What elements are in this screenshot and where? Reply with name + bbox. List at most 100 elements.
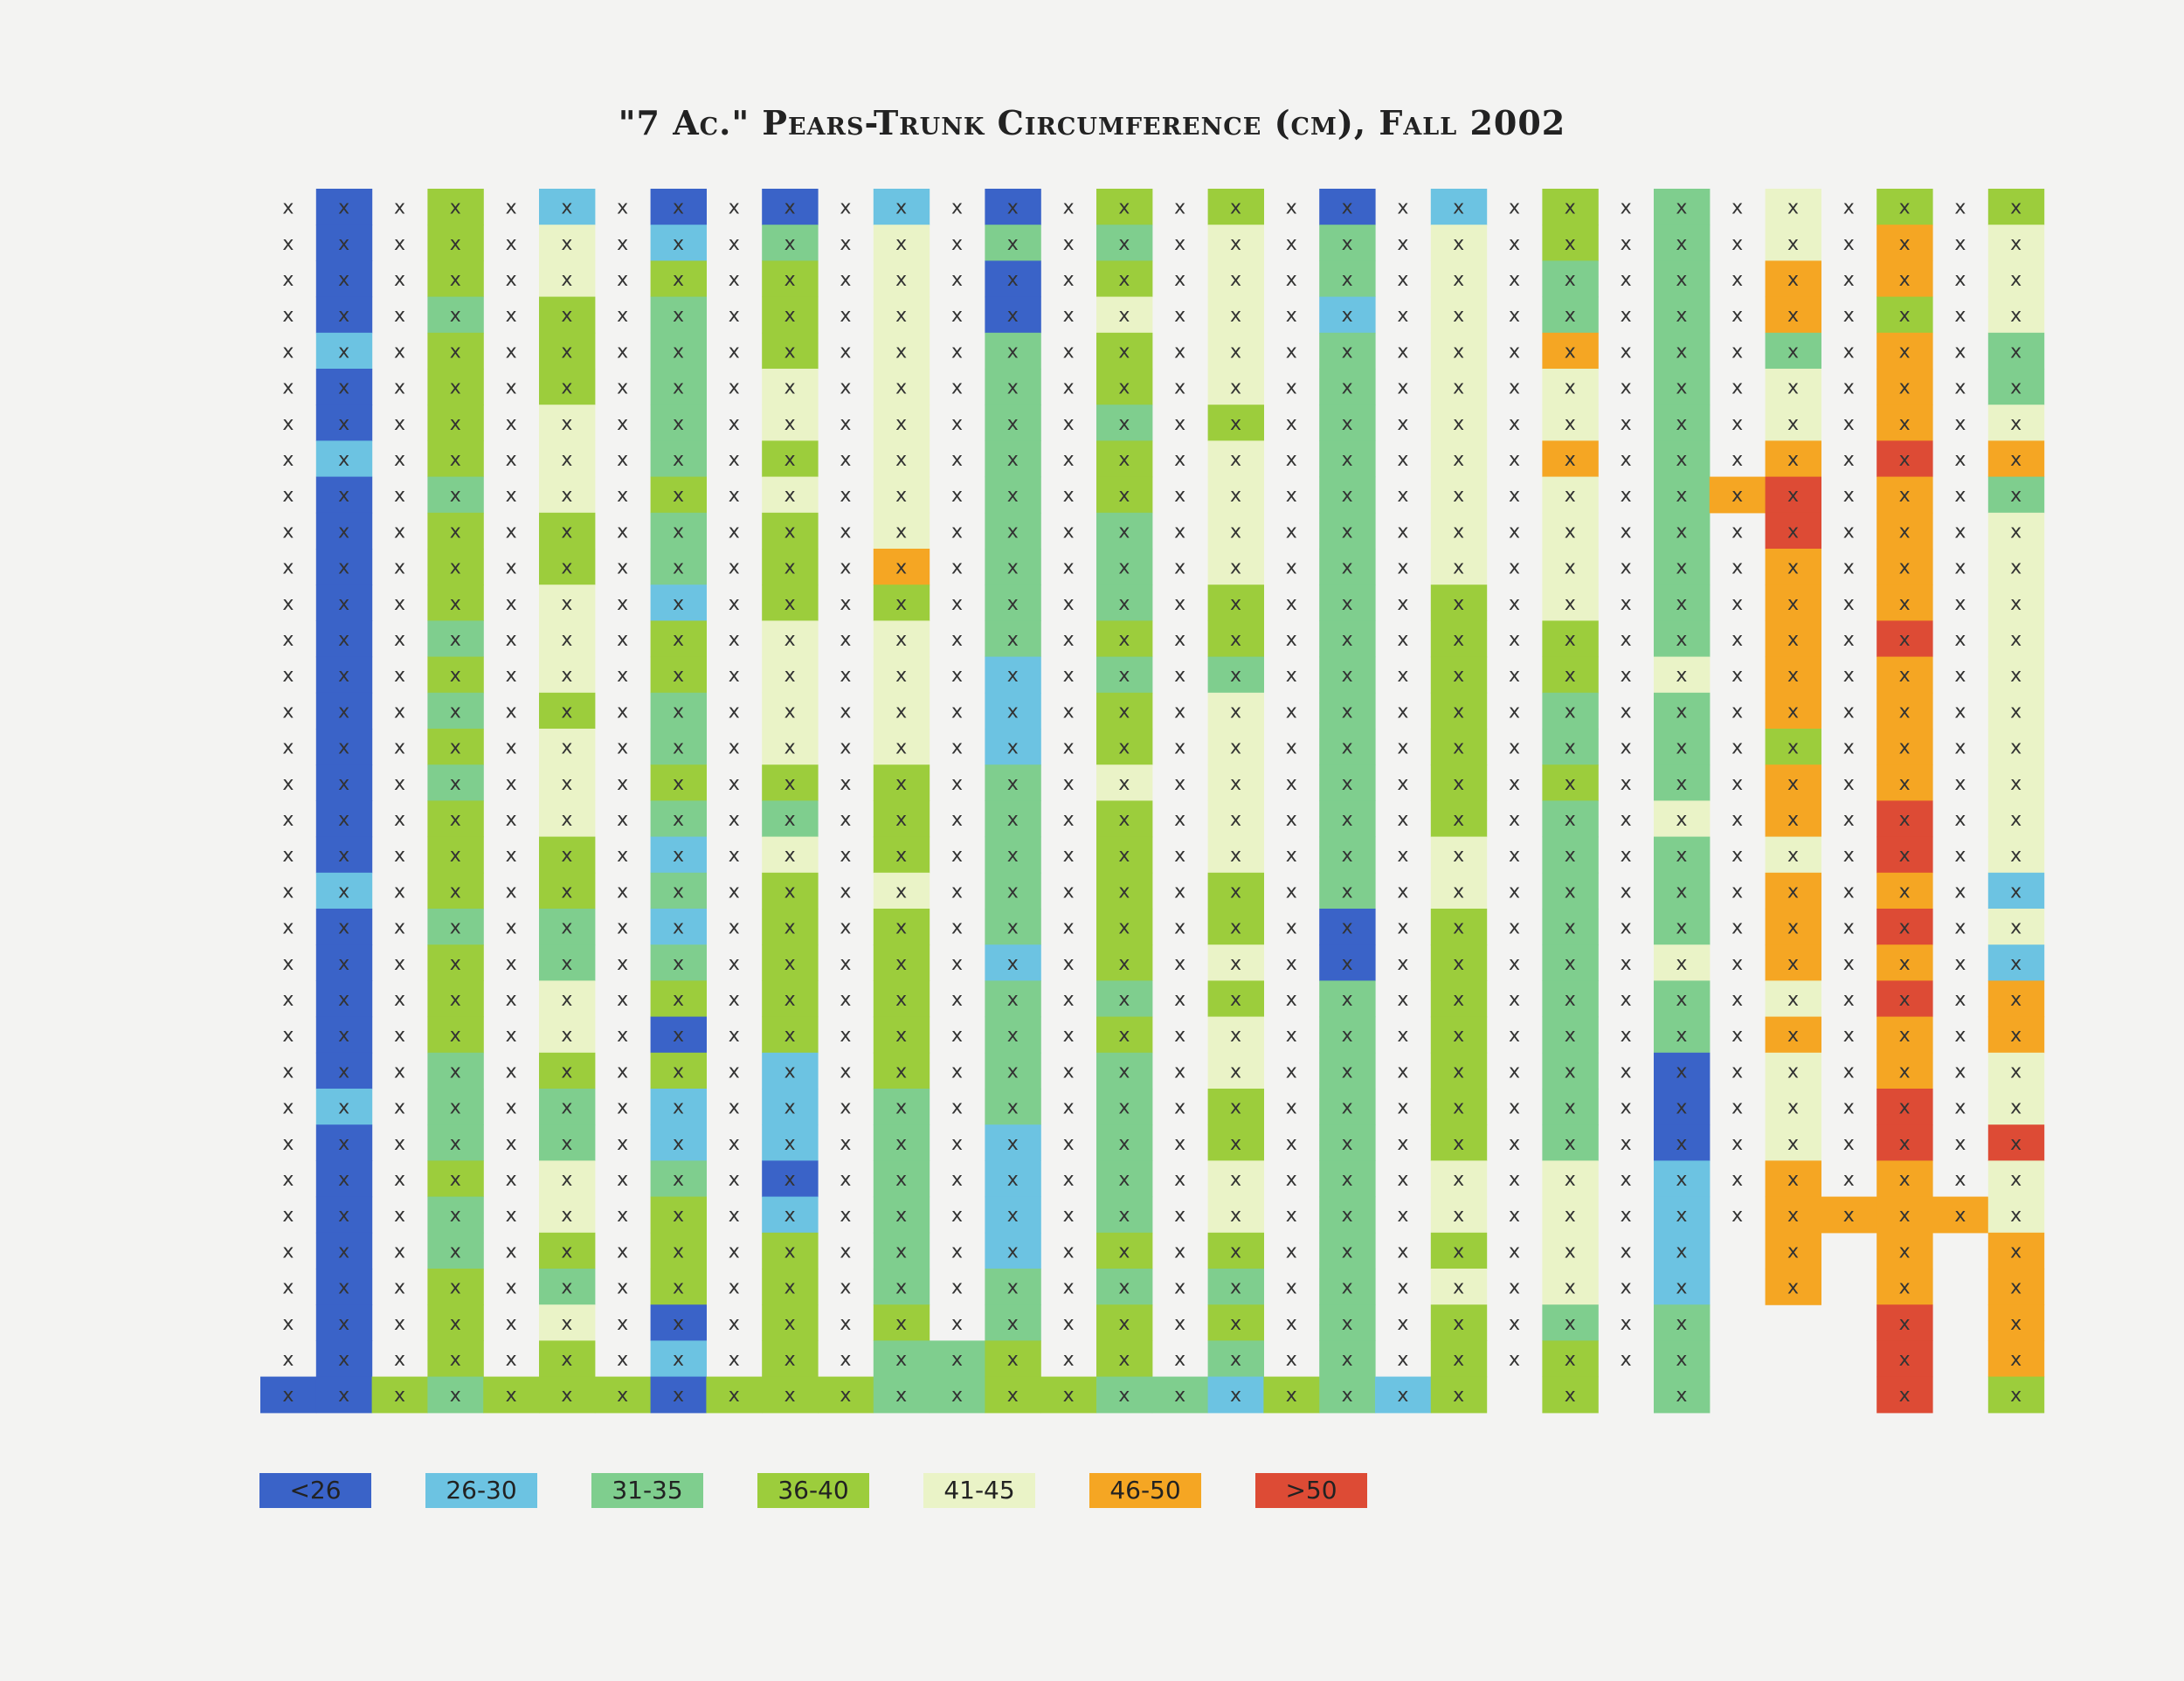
tree-marker: x <box>1565 197 1576 219</box>
tree-marker: x <box>1899 881 1911 903</box>
tree-marker: x <box>1899 1349 1911 1371</box>
tree-marker: x <box>1397 449 1408 471</box>
heatmap-cell <box>1987 909 2045 945</box>
heatmap-cell <box>1654 1376 1711 1414</box>
tree-marker: x <box>1453 1025 1464 1047</box>
tree-marker: x <box>1397 341 1408 363</box>
heatmap-cell <box>650 1124 707 1161</box>
tree-marker: x <box>951 305 963 327</box>
tree-marker: x <box>729 1133 740 1155</box>
tree-marker: x <box>394 845 405 867</box>
heatmap-cell <box>1430 1089 1488 1125</box>
heatmap-cell <box>315 620 373 658</box>
tree-marker: x <box>1118 737 1130 759</box>
heatmap-cell <box>1430 1016 1488 1054</box>
tree-marker: x <box>617 197 628 219</box>
heatmap-cell <box>1096 909 1153 945</box>
tree-marker: x <box>394 1205 405 1227</box>
tree-marker: x <box>2010 629 2022 651</box>
tree-marker: x <box>1565 593 1576 615</box>
tree-marker: x <box>951 1313 963 1335</box>
heatmap-cell <box>1319 189 1376 225</box>
tree-marker: x <box>673 845 684 867</box>
tree-marker: x <box>450 233 461 255</box>
heatmap-cell <box>1096 549 1153 585</box>
tree-marker: x <box>1342 701 1353 723</box>
tree-marker: x <box>1676 233 1687 255</box>
heatmap-cell <box>427 225 484 261</box>
tree-marker: x <box>1899 953 1911 975</box>
tree-marker: x <box>1286 1097 1297 1119</box>
heatmap-cell <box>650 189 707 225</box>
heatmap-cell <box>1987 800 2045 838</box>
tree-marker: x <box>1731 701 1743 723</box>
heatmap-cell <box>1876 260 1933 298</box>
heatmap-cell <box>650 692 707 730</box>
tree-marker: x <box>282 413 294 435</box>
tree-marker: x <box>1007 449 1019 471</box>
heatmap-cell <box>1096 225 1153 261</box>
tree-marker: x <box>1509 557 1520 579</box>
heatmap-cell <box>1542 872 1599 910</box>
tree-marker: x <box>1342 305 1353 327</box>
tree-marker: x <box>1397 1313 1408 1335</box>
tree-marker: x <box>561 701 572 723</box>
heatmap-cell <box>873 729 930 765</box>
heatmap-cell <box>1319 1304 1376 1341</box>
tree-marker: x <box>895 1097 907 1119</box>
tree-marker: x <box>282 593 294 615</box>
tree-marker: x <box>282 521 294 543</box>
heatmap-cell <box>1987 405 2045 441</box>
tree-marker: x <box>1007 233 1019 255</box>
tree-marker: x <box>1565 665 1576 687</box>
legend-item: 31-35 <box>591 1473 703 1508</box>
tree-marker: x <box>1899 485 1911 507</box>
heatmap-cell <box>762 1340 819 1378</box>
tree-marker: x <box>282 845 294 867</box>
tree-marker: x <box>1342 557 1353 579</box>
tree-marker: x <box>1397 989 1408 1011</box>
tree-marker: x <box>1676 665 1687 687</box>
tree-marker: x <box>1954 485 1966 507</box>
heatmap-cell <box>1876 225 1933 261</box>
heatmap-cell <box>1096 405 1153 441</box>
tree-marker: x <box>1621 449 1632 471</box>
tree-marker: x <box>673 809 684 831</box>
tree-marker: x <box>394 233 405 255</box>
tree-marker: x <box>1509 701 1520 723</box>
heatmap-cell <box>1876 764 1933 801</box>
heatmap-cell <box>315 656 373 694</box>
tree-marker: x <box>1787 1241 1799 1262</box>
tree-marker: x <box>1342 1097 1353 1119</box>
heatmap-cell <box>1876 405 1933 441</box>
tree-marker: x <box>1397 1061 1408 1083</box>
heatmap-cell <box>427 1124 484 1161</box>
heatmap-cell <box>650 512 707 550</box>
heatmap-cell <box>1207 980 1264 1018</box>
tree-marker: x <box>729 953 740 975</box>
tree-marker: x <box>450 1385 461 1407</box>
heatmap-cell <box>762 1304 819 1341</box>
tree-marker: x <box>1453 1061 1464 1083</box>
tree-marker: x <box>1509 1061 1520 1083</box>
heatmap-cell <box>1207 1304 1264 1341</box>
tree-marker: x <box>1899 557 1911 579</box>
heatmap-cell <box>315 332 373 370</box>
tree-marker: x <box>506 737 517 759</box>
heatmap-cell <box>1765 729 1821 765</box>
tree-marker: x <box>1063 521 1075 543</box>
tree-marker: x <box>1787 1277 1799 1299</box>
heatmap-cell <box>873 1232 930 1269</box>
heatmap-cell <box>1096 1124 1153 1161</box>
tree-marker: x <box>840 305 851 327</box>
tree-marker: x <box>1899 1385 1911 1407</box>
tree-marker: x <box>1007 845 1019 867</box>
tree-marker: x <box>1118 1097 1130 1119</box>
tree-marker: x <box>450 1097 461 1119</box>
tree-marker: x <box>1954 881 1966 903</box>
tree-marker: x <box>1954 413 1966 435</box>
heatmap-cell <box>762 332 819 370</box>
tree-marker: x <box>394 665 405 687</box>
heatmap-cell <box>1319 476 1376 514</box>
tree-marker: x <box>784 233 796 255</box>
